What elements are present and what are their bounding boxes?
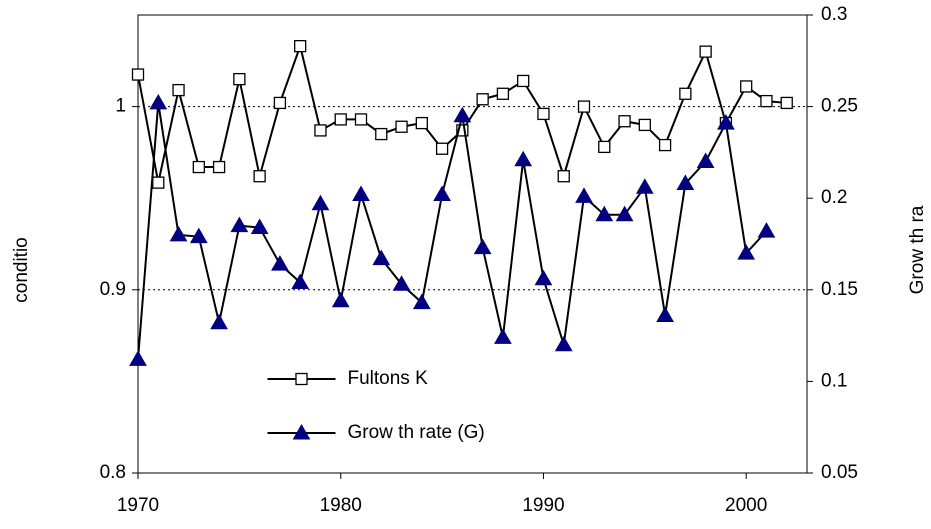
y2-tick-label: 0.1 xyxy=(821,370,847,391)
data-point xyxy=(395,120,408,133)
data-point xyxy=(699,45,712,58)
y2-tick-label: 0.15 xyxy=(821,279,858,300)
y-tick-label: 0.8 xyxy=(100,462,126,483)
data-point xyxy=(189,227,208,244)
data-point xyxy=(331,291,350,308)
data-point xyxy=(737,244,756,260)
data-point xyxy=(575,187,593,203)
legend-label: Fultons K xyxy=(348,368,429,389)
data-point xyxy=(152,176,165,189)
data-point xyxy=(554,335,573,352)
data-point xyxy=(534,269,553,286)
plot-frame xyxy=(137,14,808,474)
data-point xyxy=(494,328,512,344)
data-point xyxy=(638,118,651,132)
data-point xyxy=(291,273,310,289)
data-point xyxy=(473,238,492,255)
x-tick-label: 1980 xyxy=(320,495,362,516)
data-point xyxy=(250,218,269,235)
x-tick-label: 1990 xyxy=(522,495,564,516)
data-point xyxy=(679,87,692,100)
data-point xyxy=(598,140,611,154)
y2-tick-label: 0.05 xyxy=(821,462,858,483)
x-tick-label: 1970 xyxy=(117,495,159,516)
data-point xyxy=(496,87,510,100)
y2-axis-title: Grow th ra xyxy=(907,205,928,294)
data-point xyxy=(760,94,773,108)
y2-tick-label: 0.25 xyxy=(821,96,858,117)
data-point xyxy=(169,225,188,242)
data-point xyxy=(615,205,634,222)
data-point xyxy=(453,106,472,123)
data-point xyxy=(696,152,715,169)
data-point xyxy=(658,138,672,152)
data-point xyxy=(412,293,431,310)
data-point xyxy=(372,249,391,266)
y-axis-title: conditio xyxy=(11,237,32,303)
data-point xyxy=(537,107,550,121)
data-point xyxy=(514,150,533,167)
data-point xyxy=(129,350,147,366)
data-point xyxy=(131,68,145,81)
data-point xyxy=(314,124,327,137)
data-point xyxy=(780,96,793,110)
data-point xyxy=(230,216,249,233)
data-point xyxy=(271,255,289,271)
y-tick-label: 1 xyxy=(115,96,126,117)
x-tick-label: 2000 xyxy=(725,495,767,516)
data-point xyxy=(433,185,451,202)
data-point xyxy=(676,174,695,191)
y2-tick-label: 0.3 xyxy=(821,4,847,25)
data-point xyxy=(577,100,591,113)
data-point xyxy=(210,313,228,330)
data-point xyxy=(635,178,654,194)
y2-tick-label: 0.2 xyxy=(821,187,847,208)
legend-marker xyxy=(295,372,308,386)
y-tick-label: 0.9 xyxy=(100,279,126,300)
data-point xyxy=(435,142,449,155)
data-point xyxy=(618,115,631,128)
legend-label: Grow th rate (G) xyxy=(348,422,485,443)
data-point xyxy=(740,80,753,93)
data-point xyxy=(517,74,530,88)
data-point xyxy=(595,205,614,222)
data-point xyxy=(212,160,226,174)
data-point xyxy=(273,96,287,110)
data-point xyxy=(354,113,368,126)
data-point xyxy=(476,93,489,106)
data-point xyxy=(415,116,428,130)
legend-marker xyxy=(292,423,311,440)
data-point xyxy=(311,194,330,211)
data-point xyxy=(352,185,370,202)
data-point xyxy=(757,222,776,238)
data-point xyxy=(656,306,674,322)
data-point xyxy=(253,170,266,183)
data-point xyxy=(456,124,469,137)
data-point xyxy=(294,39,307,53)
data-point xyxy=(233,72,246,86)
data-point xyxy=(717,114,735,130)
data-point xyxy=(192,160,205,174)
data-point xyxy=(172,83,185,97)
data-point xyxy=(557,170,570,183)
data-point xyxy=(334,113,347,126)
data-point xyxy=(149,93,168,110)
data-point xyxy=(392,275,411,291)
data-point xyxy=(375,127,388,141)
